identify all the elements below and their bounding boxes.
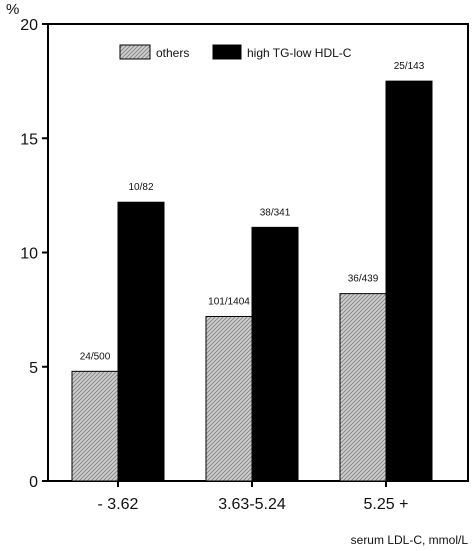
y-tick-label: 10 — [20, 246, 38, 263]
data-label: 101/1404 — [208, 296, 250, 307]
data-label: 38/341 — [260, 207, 291, 218]
bar-high-tg-low-hdl — [385, 80, 433, 482]
data-label: 36/439 — [348, 274, 379, 285]
legend-swatch-others — [119, 44, 151, 60]
bar-others — [205, 315, 253, 482]
x-tick-label: 3.63-5.24 — [218, 496, 286, 513]
bar-others — [339, 293, 387, 482]
x-tick-label: - 3.62 — [98, 496, 139, 513]
x-axis-label: serum LDL-C, mmol/L — [351, 533, 469, 547]
y-tick-label: 5 — [29, 360, 38, 377]
legend-label: high TG-low HDL-C — [247, 46, 352, 60]
plot-area: 0 5 10 15 20 - 3.62 24/500 10/82 3.63-5.24 101/14… — [20, 17, 469, 513]
bar-high-tg-low-hdl — [117, 201, 165, 482]
y-tick-label: 0 — [29, 474, 38, 491]
y-tick-label: 15 — [20, 131, 38, 148]
legend-label: others — [156, 46, 189, 60]
x-tick-label: 5.25 + — [364, 496, 409, 513]
y-tick-label: 20 — [20, 17, 38, 34]
data-label: 25/143 — [394, 61, 425, 72]
data-label: 10/82 — [128, 182, 153, 193]
legend: others high TG-low HDL-C — [119, 44, 352, 60]
legend-swatch-high-tg-low-hdl — [212, 44, 242, 60]
y-axis-label: % — [6, 1, 19, 18]
bar-high-tg-low-hdl — [251, 226, 299, 482]
data-label: 24/500 — [80, 351, 111, 362]
bar-others — [71, 370, 119, 482]
